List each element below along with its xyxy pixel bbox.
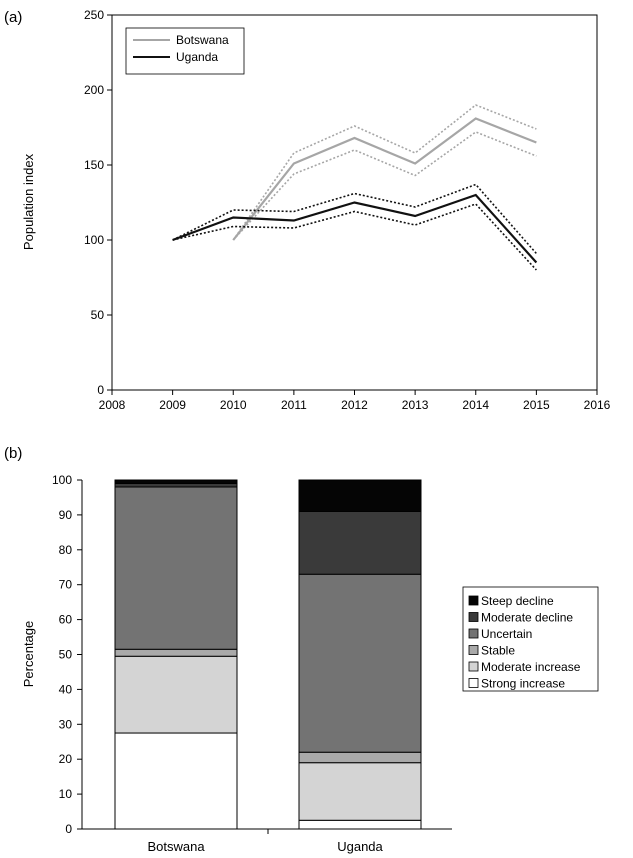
y-tick-label: 50 <box>59 648 73 662</box>
bar-segment-uncertain <box>298 573 422 753</box>
bar-segment-uncertain <box>114 486 238 650</box>
y-tick-label: 40 <box>59 682 73 696</box>
legend-label-moderate-decline: Moderate decline <box>481 611 573 625</box>
x-tick-label: 2008 <box>99 398 126 412</box>
y-tick-label: 150 <box>84 158 104 172</box>
botswana-lower-bound-line <box>232 131 537 241</box>
bar-segment-moderate-decline <box>114 482 238 488</box>
legend-label-botswana: Botswana <box>176 33 229 47</box>
y-tick-label: 60 <box>59 613 73 627</box>
y-axis-title: Population index <box>21 153 36 250</box>
legend: Botswana Uganda <box>125 27 245 75</box>
botswana-upper-bound-line <box>232 104 537 241</box>
legend-swatch-strong-increase <box>468 678 479 688</box>
y-axis-title: Percentage <box>21 621 36 688</box>
bar-segment-steep-decline <box>114 479 238 484</box>
x-tick-label: 2016 <box>584 398 611 412</box>
legend-box <box>125 27 245 75</box>
y-tick-label: 50 <box>91 308 105 322</box>
legend-swatch-steep-decline <box>468 595 479 606</box>
botswana-series-line <box>232 117 537 241</box>
stacked-bars <box>114 479 422 830</box>
legend-swatch-moderate-decline <box>468 612 479 622</box>
y-tick-label: 80 <box>59 543 73 557</box>
x-tick-label: 2012 <box>341 398 368 412</box>
y-tick-label: 10 <box>59 787 73 801</box>
y-tick-label: 0 <box>97 383 104 397</box>
bar-segment-stable <box>114 648 238 657</box>
axis-ticks: 0 10 20 30 40 50 60 70 80 90 100 Botswana Uganda <box>52 473 384 854</box>
category-label-botswana: Botswana <box>147 839 205 854</box>
legend-label-steep-decline: Steep decline <box>481 594 554 608</box>
bar-stack-botswana <box>114 479 238 830</box>
panel-label-b: (b) <box>4 445 22 462</box>
y-tick-label: 200 <box>84 83 104 97</box>
y-tick-label: 250 <box>84 8 104 22</box>
bar-segment-strong-increase <box>298 819 422 830</box>
x-tick-label: 2015 <box>523 398 550 412</box>
stacked-bar-chart-panel: (b) Percentage 0 10 20 30 40 50 60 70 80 90 100 Bot… <box>4 445 599 854</box>
bar-segment-steep-decline <box>298 479 422 512</box>
line-chart-panel: (a) Population index 2008 2009 2010 2011 201… <box>4 8 611 412</box>
category-label-uganda: Uganda <box>337 839 383 854</box>
legend-label-moderate-increase: Moderate increase <box>481 660 581 674</box>
legend-label-uncertain: Uncertain <box>481 627 532 641</box>
legend-box <box>462 586 599 692</box>
bar-segment-moderate-increase <box>298 762 422 821</box>
uganda-lower-bound-line <box>172 203 537 271</box>
bar-segment-strong-increase <box>114 732 238 830</box>
series-lines <box>172 104 538 271</box>
legend-label-stable: Stable <box>481 644 515 658</box>
x-tick-label: 2009 <box>159 398 186 412</box>
legend-swatch-moderate-increase <box>468 661 479 672</box>
legend-label-strong-increase: Strong increase <box>481 677 565 691</box>
legend-label-uganda: Uganda <box>176 50 218 64</box>
bar-stack-uganda <box>298 479 422 830</box>
legend-swatch-uncertain <box>468 628 479 639</box>
y-tick-label: 20 <box>59 752 73 766</box>
y-tick-label: 90 <box>59 508 73 522</box>
bar-segment-stable <box>298 751 422 764</box>
bar-segment-moderate-decline <box>298 510 422 575</box>
y-tick-label: 30 <box>59 717 73 731</box>
y-tick-label: 0 <box>65 822 72 836</box>
legend: Steep decline Moderate decline Uncertain St… <box>462 586 599 692</box>
x-tick-label: 2011 <box>281 398 307 412</box>
y-tick-label: 70 <box>59 578 73 592</box>
y-tick-label: 100 <box>52 473 72 487</box>
x-tick-label: 2013 <box>402 398 429 412</box>
x-tick-label: 2014 <box>462 398 489 412</box>
legend-swatch-stable <box>468 645 479 655</box>
bar-segment-moderate-increase <box>114 655 238 734</box>
y-tick-label: 100 <box>84 233 104 247</box>
x-tick-label: 2010 <box>220 398 247 412</box>
uganda-series-line <box>172 193 538 264</box>
axis-ticks: 2008 2009 2010 2011 2012 2013 2014 2015 2016 0 50 1… <box>84 8 611 412</box>
panel-label-a: (a) <box>4 9 22 26</box>
